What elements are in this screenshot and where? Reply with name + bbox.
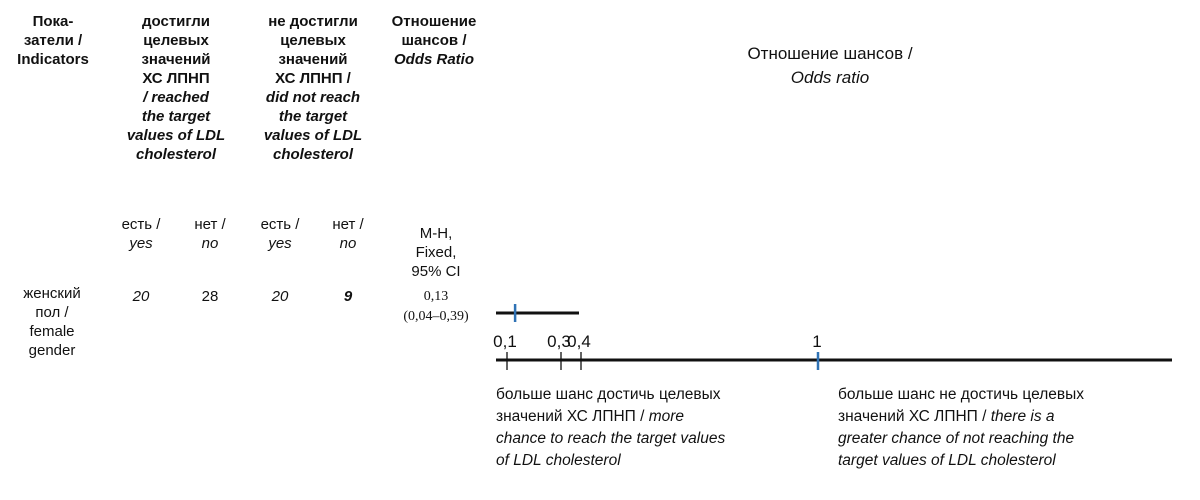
- odds-ratio-value: 0,13: [423, 289, 449, 304]
- x-tick-label: 0,4: [567, 332, 591, 351]
- header-odds-ratio: Отношение шансов / Odds Ratio: [391, 13, 477, 68]
- note-favours-reaching: больше шанс достичь целевых значений ХС …: [496, 386, 726, 469]
- row-indicator-female-gender: женский пол / female gender: [23, 285, 81, 359]
- forest-points: [496, 304, 579, 322]
- subheader-not-reached-no: нет / no: [332, 216, 364, 252]
- x-tick-label: 0,1: [493, 332, 517, 351]
- subheader-method: M-H, Fixed, 95% CI: [411, 225, 461, 280]
- subheader-reached-yes: есть / yes: [121, 216, 161, 252]
- cell-reached-yes: 20: [132, 288, 150, 305]
- header-not-reached: не достигли целевых значений ХС ЛПНП / d…: [263, 13, 363, 163]
- header-reached: достигли целевых значений ХС ЛПНП / reac…: [126, 13, 226, 163]
- x-tick-label: 0,3: [547, 332, 571, 351]
- subheader-not-reached-yes: есть / yes: [260, 216, 300, 252]
- cell-reached-no: 28: [201, 288, 219, 305]
- note-favours-not-reaching: больше шанс не достичь целевых значений …: [838, 386, 1085, 469]
- cell-not-reached-yes: 20: [271, 288, 289, 305]
- odds-ratio-ci: (0,04–0,39): [403, 309, 469, 324]
- plot-title: Отношение шансов / Odds ratio: [747, 44, 913, 87]
- cell-not-reached-no: 9: [343, 288, 353, 305]
- x-axis-ticks: 0,1 0,30,4 1: [493, 332, 822, 370]
- header-indicators: Пока- затели / Indicators: [17, 13, 89, 68]
- cell-odds-ratio: 0,13 (0,04–0,39): [382, 287, 490, 327]
- x-tick-label: 1: [812, 332, 821, 351]
- subheader-reached-no: нет / no: [194, 216, 226, 252]
